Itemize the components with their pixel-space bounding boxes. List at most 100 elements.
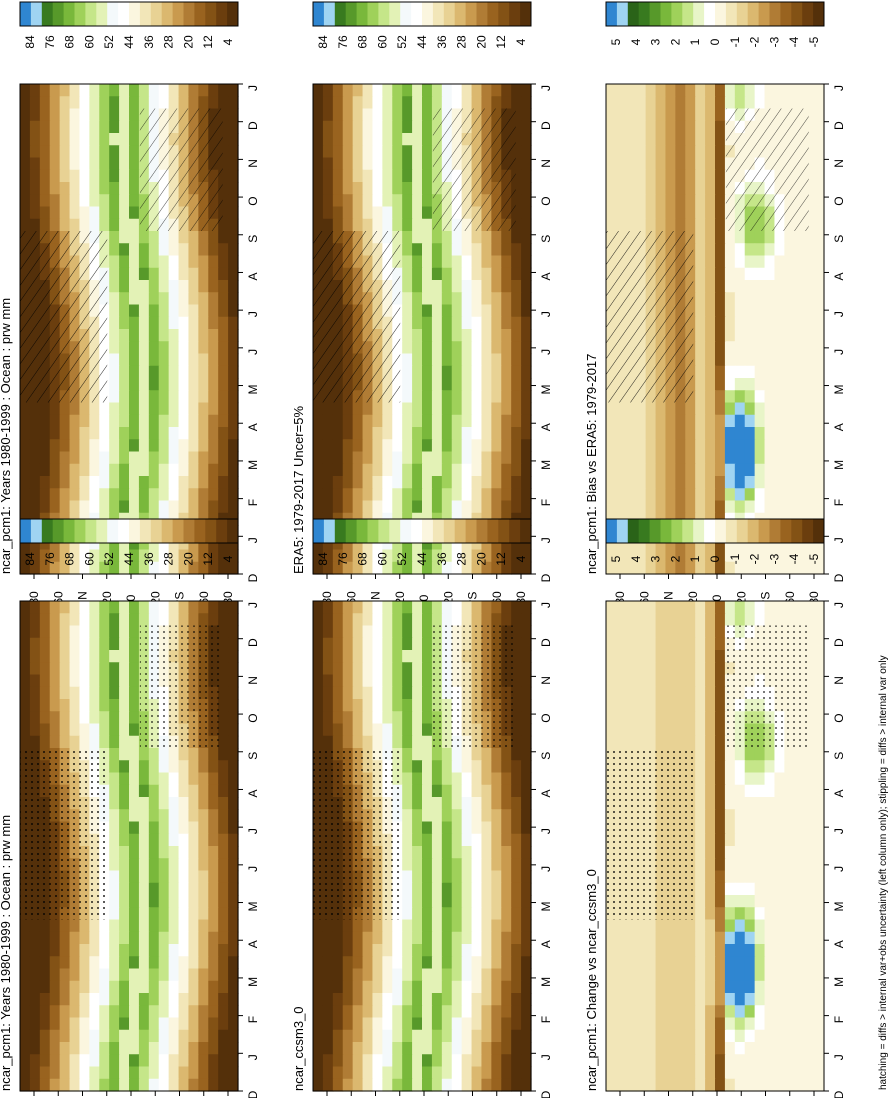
- heatmap-cell: [332, 194, 344, 208]
- heatmap-cell: [675, 120, 686, 134]
- heatmap-cell: [764, 451, 776, 465]
- colorbar-label: 20: [474, 552, 488, 566]
- heatmap-cell: [208, 784, 219, 798]
- heatmap-cell: [69, 1017, 81, 1031]
- heatmap-cell: [198, 760, 209, 774]
- heatmap-cell: [218, 463, 229, 477]
- heatmap-cell: [49, 108, 61, 122]
- heatmap-cell: [422, 809, 433, 823]
- heatmap-cell: [59, 1005, 71, 1019]
- heatmap-cell: [774, 476, 785, 489]
- heatmap-cell: [412, 956, 423, 970]
- heatmap-cell: [774, 601, 785, 614]
- heatmap-cell: [645, 427, 657, 440]
- heatmap-cell: [208, 267, 219, 281]
- heatmap-cell: [313, 980, 324, 994]
- heatmap-cell: [352, 650, 364, 663]
- heatmap-cell: [119, 267, 130, 281]
- heatmap-cell: [372, 1066, 383, 1080]
- heatmap-cell: [372, 218, 383, 232]
- heatmap-cell: [362, 956, 374, 970]
- colorbar-label: 36: [435, 35, 449, 49]
- heatmap-cell: [148, 907, 160, 921]
- heatmap-cell: [178, 931, 190, 945]
- heatmap-cell: [675, 686, 686, 700]
- heatmap-cell: [29, 451, 41, 465]
- heatmap-cell: [392, 1078, 403, 1092]
- heatmap-cell: [49, 133, 61, 146]
- heatmap-cell: [705, 463, 716, 477]
- heatmap-cell: [392, 711, 403, 725]
- heatmap-cell: [188, 833, 199, 847]
- heatmap-cell: [198, 613, 209, 627]
- heatmap-cell: [814, 329, 825, 342]
- heatmap-cell: [471, 476, 483, 489]
- heatmap-cell: [208, 919, 219, 933]
- heatmap-cell: [655, 561, 667, 575]
- heatmap-cell: [342, 402, 354, 416]
- colorbar-label: 68: [356, 35, 370, 49]
- heatmap-cell: [511, 625, 522, 639]
- heatmap-cell: [313, 108, 324, 122]
- heatmap-cell: [158, 537, 170, 551]
- heatmap-cell: [362, 218, 374, 232]
- heatmap-cell: [119, 108, 130, 122]
- heatmap-cell: [59, 439, 71, 453]
- heatmap-cell: [724, 613, 736, 627]
- heatmap-cell: [138, 907, 150, 921]
- heatmap-cell: [754, 390, 766, 404]
- heatmap-cell: [461, 980, 473, 994]
- heatmap-cell: [109, 846, 120, 859]
- heatmap-cell: [352, 919, 364, 933]
- heatmap-cell: [705, 341, 716, 355]
- heatmap-cell: [208, 858, 219, 872]
- heatmap-cell: [29, 1078, 41, 1092]
- heatmap-cell: [501, 243, 512, 257]
- heatmap-cell: [764, 255, 776, 269]
- heatmap-cell: [606, 133, 617, 146]
- colorbar-label: -2: [748, 36, 762, 47]
- heatmap-cell: [501, 760, 512, 774]
- x-tick-label: A: [539, 940, 553, 948]
- heatmap-cell: [20, 402, 31, 416]
- heatmap-cell: [342, 1017, 354, 1031]
- heatmap-cell: [422, 365, 433, 379]
- heatmap-cell: [392, 1029, 403, 1043]
- heatmap-cell: [168, 944, 180, 957]
- heatmap-cell: [129, 821, 140, 835]
- heatmap-cell: [645, 96, 657, 110]
- heatmap-cell: [392, 686, 403, 700]
- heatmap-cell: [352, 427, 364, 440]
- heatmap-cell: [412, 895, 423, 908]
- heatmap-cell: [705, 353, 716, 367]
- colorbar-swatch: [85, 519, 97, 543]
- heatmap-cell: [372, 182, 383, 195]
- heatmap-cell: [138, 476, 150, 489]
- heatmap-cell: [606, 476, 617, 489]
- heatmap-cell: [218, 427, 229, 440]
- heatmap-cell: [412, 1005, 423, 1019]
- heatmap-cell: [461, 968, 473, 982]
- x-tick-label: S: [246, 235, 260, 243]
- heatmap-cell: [332, 1042, 344, 1055]
- heatmap-cell: [79, 145, 90, 159]
- heatmap-cell: [313, 182, 324, 195]
- heatmap-cell: [362, 206, 374, 220]
- heatmap-cell: [59, 451, 71, 465]
- x-tick-label: A: [832, 423, 846, 431]
- heatmap-cell: [521, 463, 532, 477]
- heatmap-cell: [382, 931, 393, 945]
- heatmap-cell: [49, 1054, 61, 1068]
- heatmap-cell: [392, 674, 403, 688]
- heatmap-cell: [451, 821, 463, 835]
- heatmap-cell: [342, 439, 354, 453]
- heatmap-cell: [715, 561, 726, 575]
- heatmap-cell: [481, 549, 492, 563]
- heatmap-cell: [69, 944, 81, 957]
- heatmap-cell: [178, 329, 190, 342]
- heatmap-cell: [615, 476, 627, 489]
- heatmap-cell: [109, 919, 120, 933]
- heatmap-cell: [382, 625, 393, 639]
- heatmap-cell: [382, 476, 393, 489]
- heatmap-cell: [451, 809, 463, 823]
